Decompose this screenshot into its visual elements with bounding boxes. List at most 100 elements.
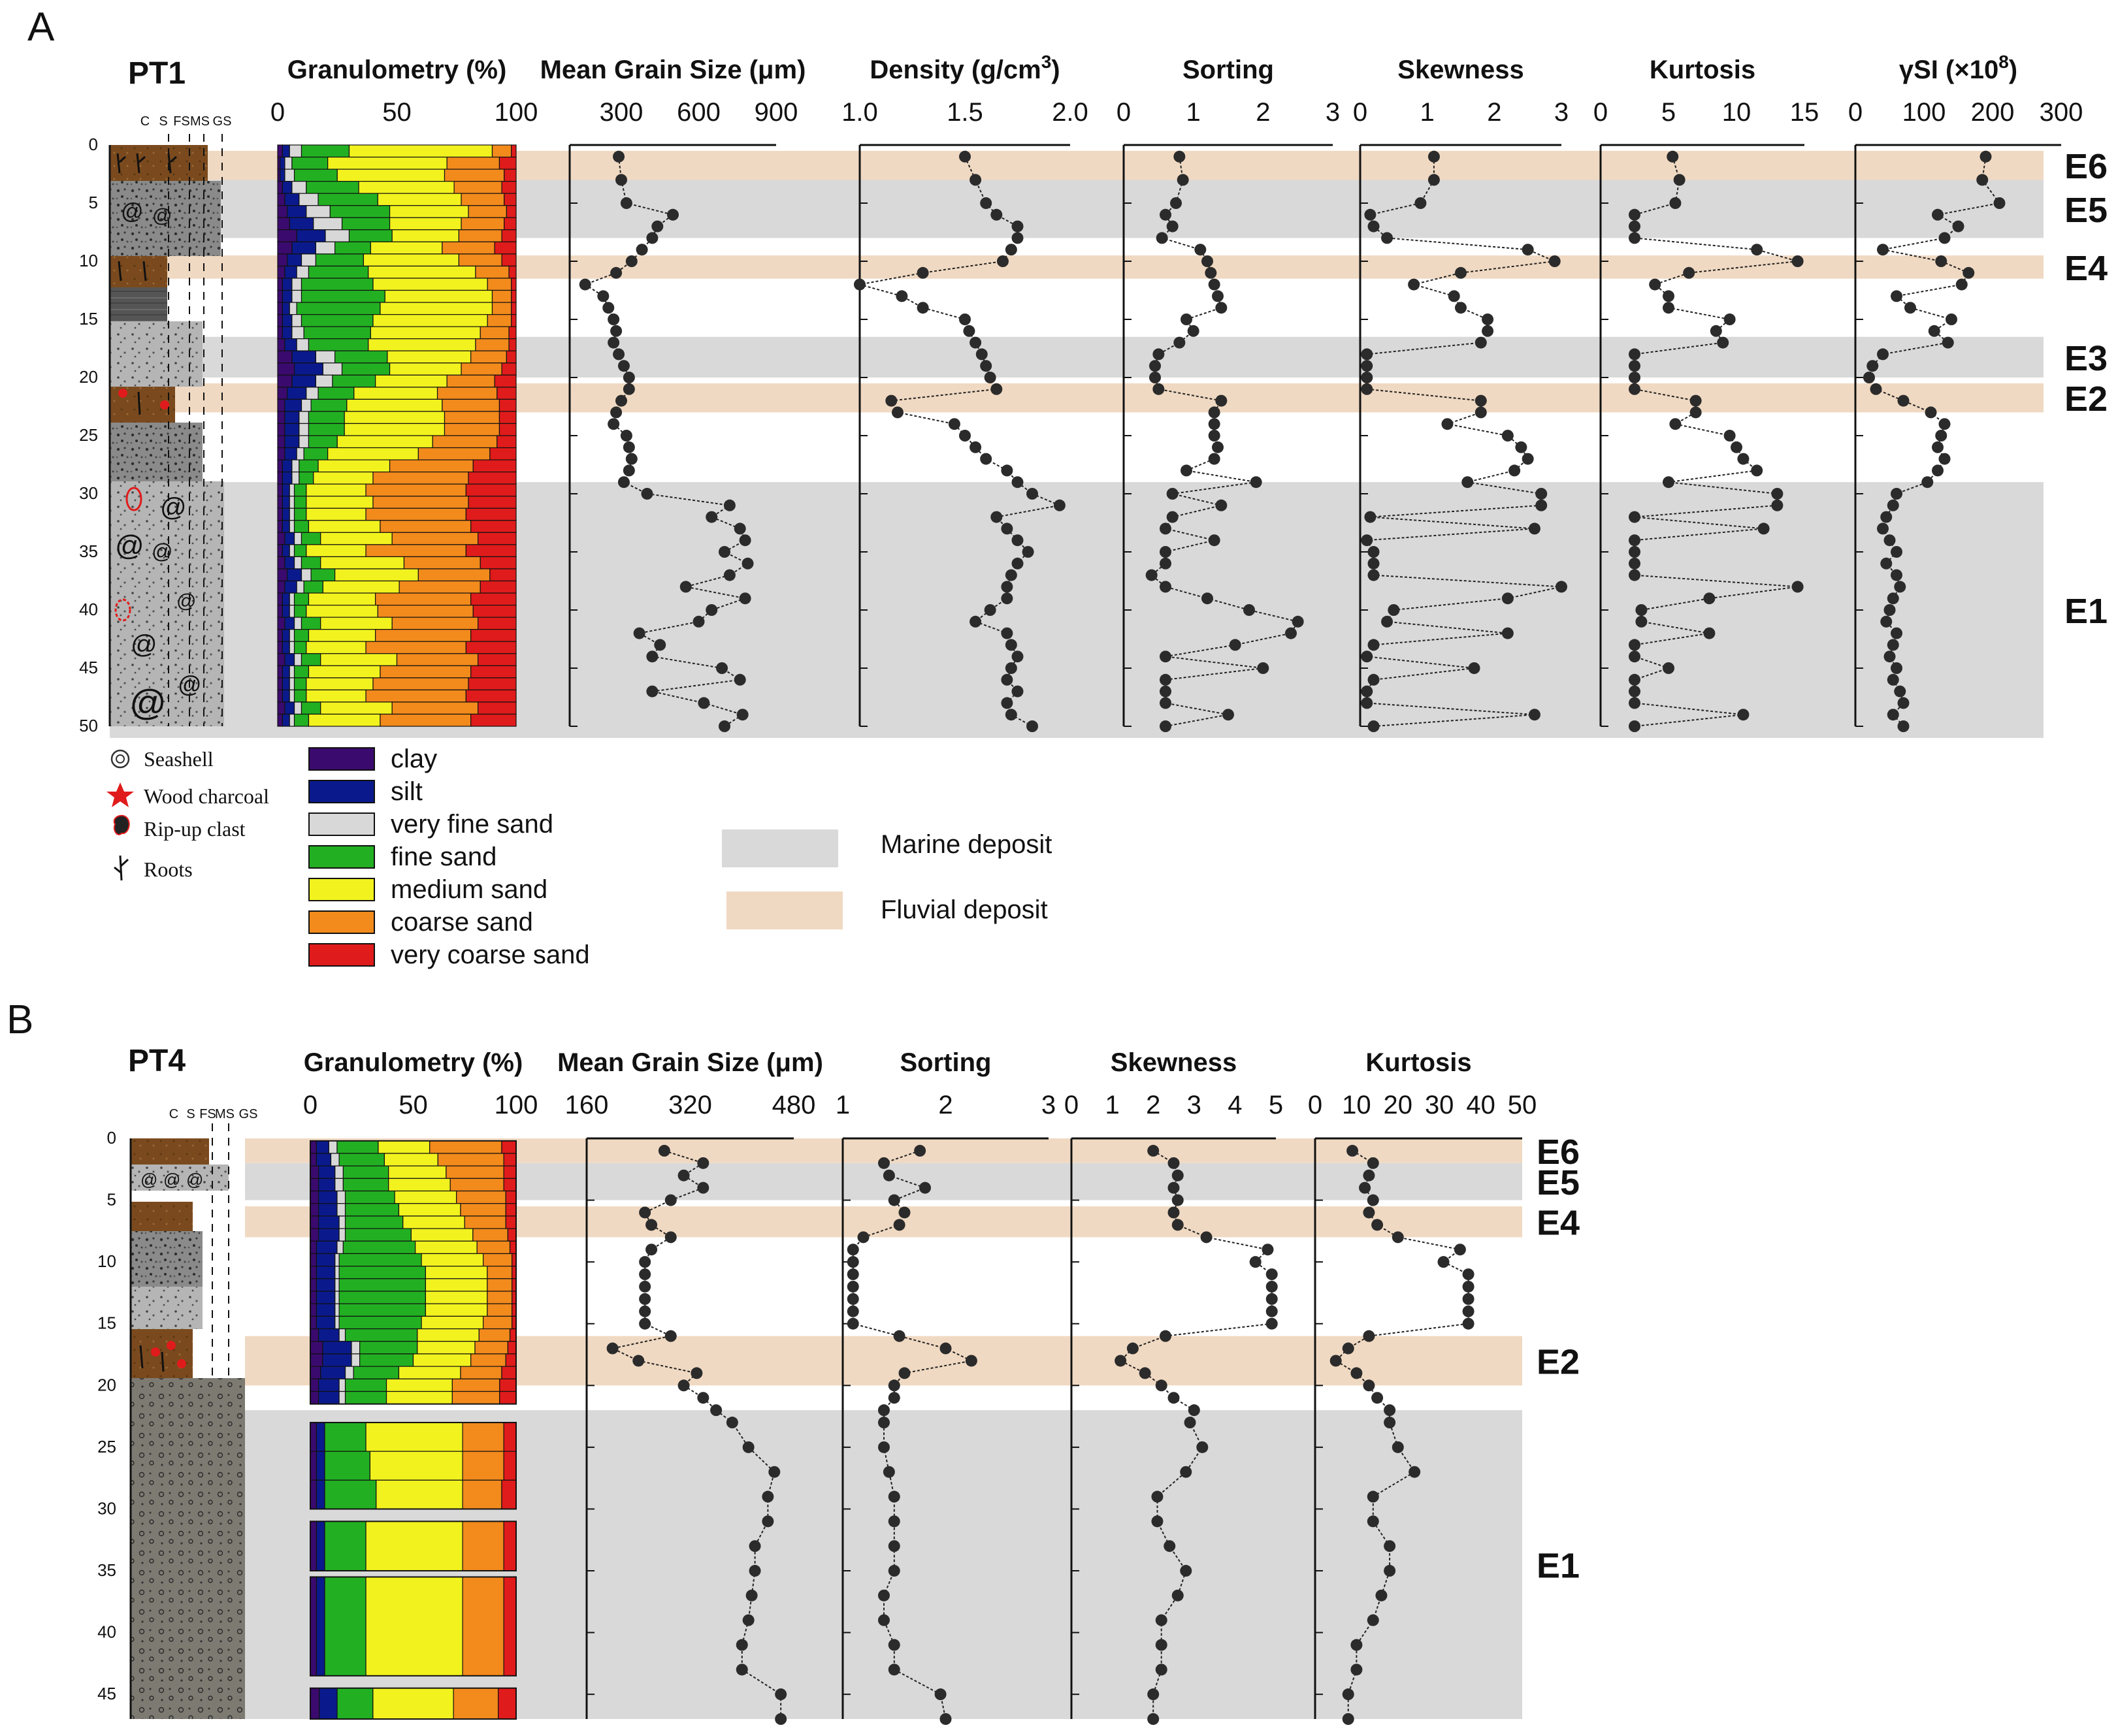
- symbol-legend: Seashell Wood charcoal Rip-up clast Root…: [106, 747, 269, 881]
- event-label-e5: E5: [1537, 1163, 1580, 1202]
- plot-3-data-point: [1292, 615, 1304, 628]
- granulometry-segment-very-fine-sand: [325, 229, 350, 242]
- event-label-e6: E6: [2064, 147, 2108, 186]
- granulometry-segment-medium-sand: [389, 205, 469, 218]
- granulometry-segment-medium-sand: [410, 1228, 474, 1242]
- plot-2-data-point: [878, 1614, 890, 1626]
- roots-icon: [139, 1345, 165, 1372]
- plot-1-data-point: [623, 383, 635, 395]
- granulometry-segment-very-fine-sand: [289, 689, 295, 703]
- granulometry-segment-fine-sand: [301, 653, 321, 666]
- granulometry-segment-clay: [277, 362, 295, 376]
- grain-code-c: C: [169, 1107, 178, 1121]
- granulometry-segment-coarse-sand: [487, 313, 512, 327]
- granulometry-segment-very-coarse-sand: [501, 1366, 517, 1379]
- plot-4-data-point: [1522, 244, 1534, 256]
- granulometry-tick-label: 50: [399, 1091, 428, 1119]
- plot-4-data-point: [1482, 325, 1494, 337]
- plot-4-data-point: [1361, 360, 1373, 372]
- granulometry-segment-fine-sand: [296, 302, 381, 315]
- plot-1-data-point: [734, 522, 746, 535]
- plot-2-data-point: [854, 278, 866, 291]
- plot-4-data-point: [1461, 476, 1474, 489]
- granulometry-segment-coarse-sand: [365, 641, 466, 654]
- depth-tick-label: 10: [79, 251, 98, 270]
- plot-1-data-point: [646, 232, 659, 244]
- granulometry-segment-medium-sand: [320, 532, 393, 545]
- granulometry-segment-clay: [277, 181, 283, 194]
- legend-rip-up-clast-label: Rip-up clast: [144, 817, 246, 841]
- plot-5-data-point: [1629, 546, 1640, 558]
- granulometry-segment-silt: [284, 423, 300, 436]
- granulometry-segment-very-fine-sand: [293, 653, 302, 666]
- plot-1-data-point: [698, 697, 710, 709]
- granulometry-segment-very-coarse-sand: [480, 580, 517, 594]
- plot-1-data-point: [775, 1688, 787, 1701]
- plot-6-data-point: [1887, 639, 1899, 651]
- plot-2-data-point: [919, 1181, 931, 1194]
- granulometry-segment-clay: [277, 338, 285, 351]
- plot-3-data-point: [1194, 244, 1207, 256]
- plot-3-data-point: [1147, 1688, 1160, 1701]
- plot-3-data-point: [1243, 604, 1255, 616]
- granulometry-segment-silt: [282, 507, 290, 521]
- plot-3-data-point: [1155, 1639, 1167, 1651]
- plot-5-data-point: [1649, 278, 1661, 291]
- plot-4-data-point: [1329, 1355, 1342, 1367]
- plot-3-data-point: [1215, 394, 1228, 407]
- plot-1-tick-label: 600: [677, 98, 721, 127]
- plot-4-data-point: [1342, 1713, 1354, 1725]
- granulometry-segment-very-coarse-sand: [505, 1215, 517, 1229]
- plot-4-data-point: [1361, 348, 1373, 361]
- plot-5-data-point: [1629, 360, 1640, 372]
- granulometry-segment-silt: [282, 181, 293, 194]
- plot-2-data-point: [888, 1392, 900, 1404]
- plot-3-data-point: [1149, 360, 1161, 372]
- granulometry-tick-label: 100: [495, 98, 538, 127]
- granulometry-segment-silt: [318, 1203, 338, 1217]
- plot-2-data-point: [959, 150, 971, 163]
- core-title-pt1: PT1: [128, 56, 186, 91]
- plot-4-data-point: [1454, 1244, 1466, 1256]
- granulometry-segment-silt: [282, 144, 290, 158]
- granulometry-segment-medium-sand: [334, 568, 419, 582]
- granulometry-segment-clay: [277, 472, 283, 485]
- plot-3-data-point: [1160, 557, 1171, 570]
- plot-2-data-point: [1005, 709, 1017, 721]
- event-label-e2: E2: [1537, 1342, 1580, 1381]
- depth-tick-label: 15: [79, 309, 98, 329]
- depth-tick-label: 25: [79, 425, 98, 445]
- granulometry-segment-very-coarse-sand: [511, 144, 517, 158]
- granulometry-segment-clay: [277, 556, 285, 570]
- plot-3-data-point: [1181, 464, 1192, 477]
- plot-6-data-point: [1938, 453, 1951, 465]
- event-label-e4: E4: [2064, 249, 2108, 288]
- strat-unit: [131, 1287, 203, 1329]
- plot-3-title: Sorting: [1182, 56, 1274, 84]
- granulometry-segment-coarse-sand: [446, 374, 495, 388]
- plot-3-data-point: [1222, 709, 1234, 721]
- granulometry-segment-clay: [277, 217, 290, 231]
- granulometry-segment-silt: [284, 338, 297, 351]
- granulometry-segment-medium-sand: [375, 374, 448, 388]
- granulometry-segment-fine-sand: [341, 217, 391, 231]
- granulometry-segment-very-coarse-sand: [494, 374, 517, 388]
- granulometry-segment-very-fine-sand: [289, 544, 295, 558]
- granulometry-segment-very-coarse-sand: [506, 350, 517, 364]
- granulometry-segment-medium-sand: [388, 1165, 447, 1179]
- plot-4-data-point: [1535, 488, 1548, 500]
- event-label-e3: E3: [2064, 339, 2108, 378]
- granulometry-segment-medium-sand: [327, 156, 448, 170]
- granulometry-segment-fine-sand: [318, 387, 355, 400]
- legend-wood-charcoal-label: Wood charcoal: [144, 784, 269, 808]
- plot-6-data-point: [1932, 208, 1944, 221]
- granulometry-segment-clay: [277, 229, 297, 242]
- plot-3-tick-label: 3: [1326, 98, 1340, 127]
- granulometry-segment-very-fine-sand: [296, 447, 304, 460]
- plot-2-data-point: [847, 1244, 859, 1256]
- plot-4-data-point: [1350, 1664, 1363, 1676]
- seashell-icon: @: [152, 539, 172, 563]
- granulometry-segment-fine-sand: [293, 592, 310, 606]
- plot-4-data-point: [1371, 1219, 1384, 1231]
- plot-3-data-point: [1249, 1256, 1262, 1268]
